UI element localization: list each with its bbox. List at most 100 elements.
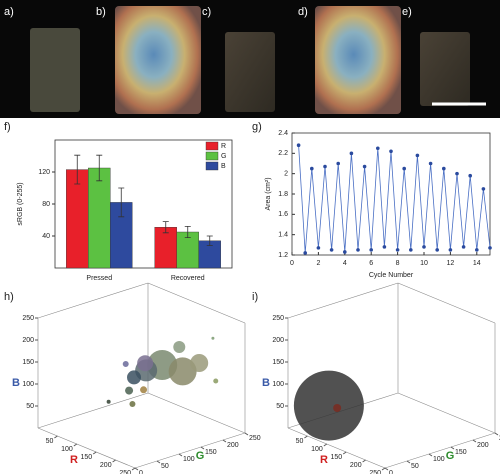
x-tick-label: 150 <box>331 454 343 461</box>
y-tick-label: 150 <box>455 449 467 456</box>
point <box>422 245 426 249</box>
point <box>336 161 341 166</box>
legend-label: B <box>221 163 226 170</box>
point <box>369 248 374 252</box>
y-tick <box>222 439 227 443</box>
line <box>298 145 491 253</box>
y-tick-label: 1.4 <box>278 232 288 239</box>
point <box>442 166 446 171</box>
x-tick <box>304 435 308 439</box>
bubble <box>137 355 154 372</box>
y-tick-label: 1.2 <box>278 252 288 259</box>
x-tick-label: 250 <box>119 470 131 474</box>
x-tick-label: 2 <box>316 260 320 267</box>
x-axis-label: Cycle Number <box>369 272 414 279</box>
y-tick-label: 250 <box>249 435 261 442</box>
bubble <box>122 361 129 367</box>
point <box>402 166 407 171</box>
z-tick-label: 100 <box>22 381 34 388</box>
x-tick-label: 200 <box>100 462 112 469</box>
bubble <box>173 341 186 353</box>
point <box>323 164 327 169</box>
z-tick-label: 50 <box>276 403 284 410</box>
y-tick-label: 120 <box>38 169 50 176</box>
point <box>488 246 492 250</box>
x-tick-label: 250 <box>369 470 381 474</box>
box-edge <box>134 432 246 469</box>
point <box>349 151 354 156</box>
point <box>382 245 387 249</box>
x-axis-label: R <box>320 454 328 466</box>
box-edge <box>147 282 246 324</box>
z-tick-label: 150 <box>22 359 34 366</box>
x-tick-label: 4 <box>343 260 347 267</box>
bar <box>154 226 177 269</box>
y-axis-label: G <box>446 450 455 462</box>
y-tick-label: 2.2 <box>278 150 288 157</box>
y-axis-label: Area (cm²) <box>265 177 272 210</box>
bubble <box>140 386 148 394</box>
y-tick-label: 150 <box>205 449 217 456</box>
y-tick-label: 80 <box>42 201 50 208</box>
photo-label: a) <box>4 6 14 18</box>
x-tick-label: 100 <box>311 446 323 453</box>
error-bar <box>118 187 125 218</box>
y-tick <box>450 446 455 450</box>
point <box>435 248 440 252</box>
x-tick-label: 12 <box>447 260 455 267</box>
box-edge <box>287 427 386 469</box>
y-tick <box>472 439 477 443</box>
x-tick-label: 0 <box>290 260 294 267</box>
panel-label: h) <box>4 291 14 303</box>
legend-label: R <box>221 143 226 150</box>
legend-swatch <box>205 151 219 161</box>
point <box>310 166 314 171</box>
photo-c <box>225 32 275 112</box>
bubble <box>125 386 134 395</box>
x-axis-label: R <box>70 454 78 466</box>
error-bar <box>96 154 103 182</box>
bubble <box>127 370 141 385</box>
x-tick-label: 200 <box>350 462 362 469</box>
error-bar <box>74 154 81 185</box>
photo-label: e) <box>402 6 412 18</box>
point <box>481 187 486 191</box>
bubble <box>190 354 209 372</box>
legend-label: G <box>221 153 226 160</box>
y-tick <box>244 432 249 436</box>
y-axis-label: G <box>196 450 205 462</box>
point <box>468 173 473 178</box>
point <box>428 161 433 166</box>
point <box>475 248 479 252</box>
photo-label: c) <box>202 6 211 18</box>
y-tick <box>178 453 183 457</box>
bubble <box>293 370 364 441</box>
x-tick <box>54 435 58 439</box>
point <box>356 248 360 252</box>
bubble <box>129 401 136 407</box>
panel-label: f) <box>4 121 11 133</box>
y-tick <box>406 460 411 464</box>
y-tick-label: 1.8 <box>278 191 288 198</box>
photo-a <box>30 28 80 112</box>
x-tick-label: 50 <box>46 438 54 445</box>
y-tick-label: 0 <box>139 470 143 474</box>
y-tick <box>200 446 205 450</box>
bubble <box>211 336 215 340</box>
z-axis-label: B <box>12 377 20 389</box>
x-tick <box>131 467 136 471</box>
z-tick-label: 250 <box>272 315 284 322</box>
z-tick-label: 50 <box>26 403 34 410</box>
x-tick <box>92 451 97 455</box>
error-bar <box>206 235 213 246</box>
x-tick-label: 8 <box>396 260 400 267</box>
x-tick <box>73 443 78 447</box>
z-tick-label: 250 <box>22 315 34 322</box>
point <box>329 248 334 252</box>
point <box>296 143 301 147</box>
y-tick-label: 50 <box>411 463 419 470</box>
photo-label: d) <box>298 6 308 18</box>
legend-swatch <box>205 161 219 171</box>
y-tick <box>494 432 499 436</box>
